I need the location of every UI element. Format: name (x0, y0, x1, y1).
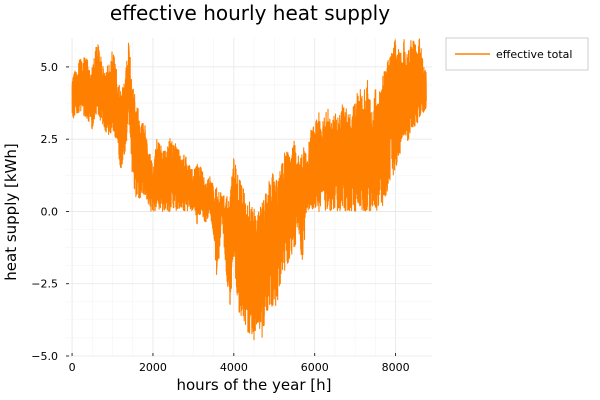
series-effective-total (71, 38, 427, 341)
x-axis-ticks: 0 2000 4000 6000 8000 (69, 353, 410, 374)
y-axis-ticks: −5.0 −2.5 0.0 2.5 5.0 (31, 61, 69, 363)
x-axis-label: hours of the year [h] (177, 376, 332, 394)
x-tick-label: 4000 (220, 361, 248, 374)
y-axis-label: heat supply [kWh] (2, 143, 20, 280)
x-tick-label: 6000 (301, 361, 329, 374)
y-tick-label: 2.5 (41, 133, 59, 146)
legend-label-effective-total: effective total (496, 48, 572, 61)
y-tick-label: 5.0 (41, 61, 59, 74)
x-tick-label: 8000 (382, 361, 410, 374)
x-tick-label: 0 (69, 361, 76, 374)
series-line-effective-total (71, 38, 427, 341)
chart-title: effective hourly heat supply (110, 1, 390, 25)
y-tick-label: −2.5 (31, 278, 58, 291)
y-tick-label: −5.0 (31, 350, 58, 363)
x-tick-label: 2000 (139, 361, 167, 374)
legend: effective total (445, 37, 589, 71)
y-tick-label: 0.0 (41, 205, 59, 218)
